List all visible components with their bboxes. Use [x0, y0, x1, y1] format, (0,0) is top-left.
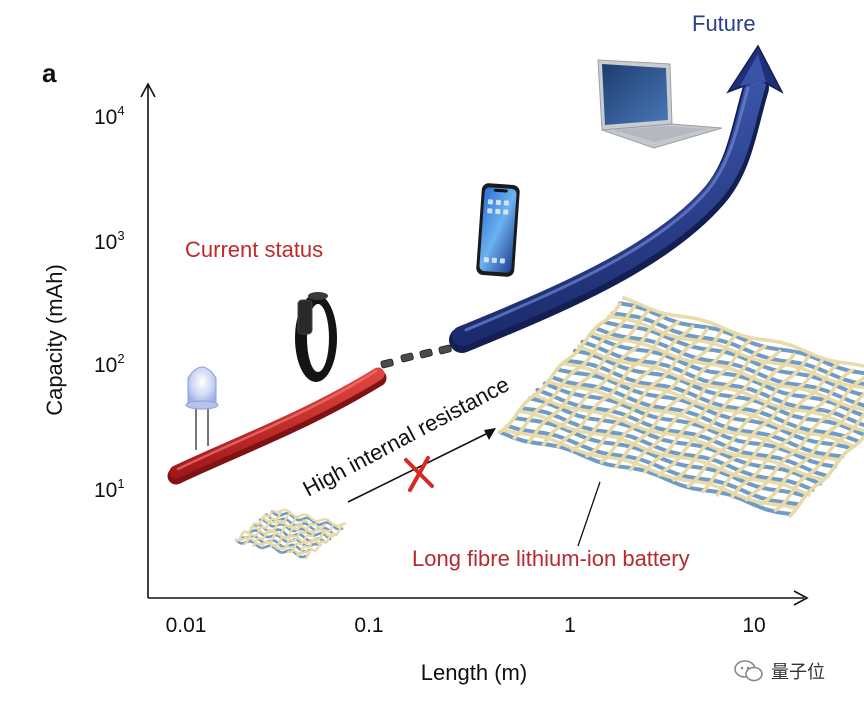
x-tick-0.01: 0.01: [166, 614, 207, 637]
long-fibre-label: Long fibre lithium-ion battery: [412, 546, 690, 571]
watermark: 量子位: [733, 658, 825, 684]
smartphone-icon: [476, 183, 520, 277]
y-tick-labels: 104 103 102 101: [94, 103, 125, 502]
transition-segments: [380, 345, 451, 369]
y-tick-1e3: 103: [94, 228, 125, 254]
x-tick-10: 10: [742, 614, 765, 637]
fabric-pointer-line: [578, 482, 600, 546]
small-fabric-icon: [236, 510, 345, 558]
smart-band-icon: [295, 292, 337, 382]
x-tick-0.1: 0.1: [354, 614, 383, 637]
x-tick-labels: 0.01 0.1 1 10: [166, 614, 766, 637]
future-label: Future: [692, 11, 756, 36]
led-icon: [186, 367, 218, 450]
watermark-text: 量子位: [771, 658, 825, 684]
current-status-label: Current status: [185, 237, 323, 262]
y-tick-1e2: 102: [94, 351, 125, 377]
y-axis-title: Capacity (mAh): [42, 264, 67, 416]
x-tick-1: 1: [564, 614, 576, 637]
y-tick-1e4: 104: [94, 103, 125, 129]
y-tick-1e1: 101: [94, 476, 125, 502]
laptop-icon: [598, 60, 722, 148]
x-axis-title: Length (m): [421, 660, 527, 685]
woven-fabric-icon: [500, 298, 864, 516]
wechat-logo-icon: [733, 659, 765, 683]
panel-label: a: [42, 58, 57, 88]
